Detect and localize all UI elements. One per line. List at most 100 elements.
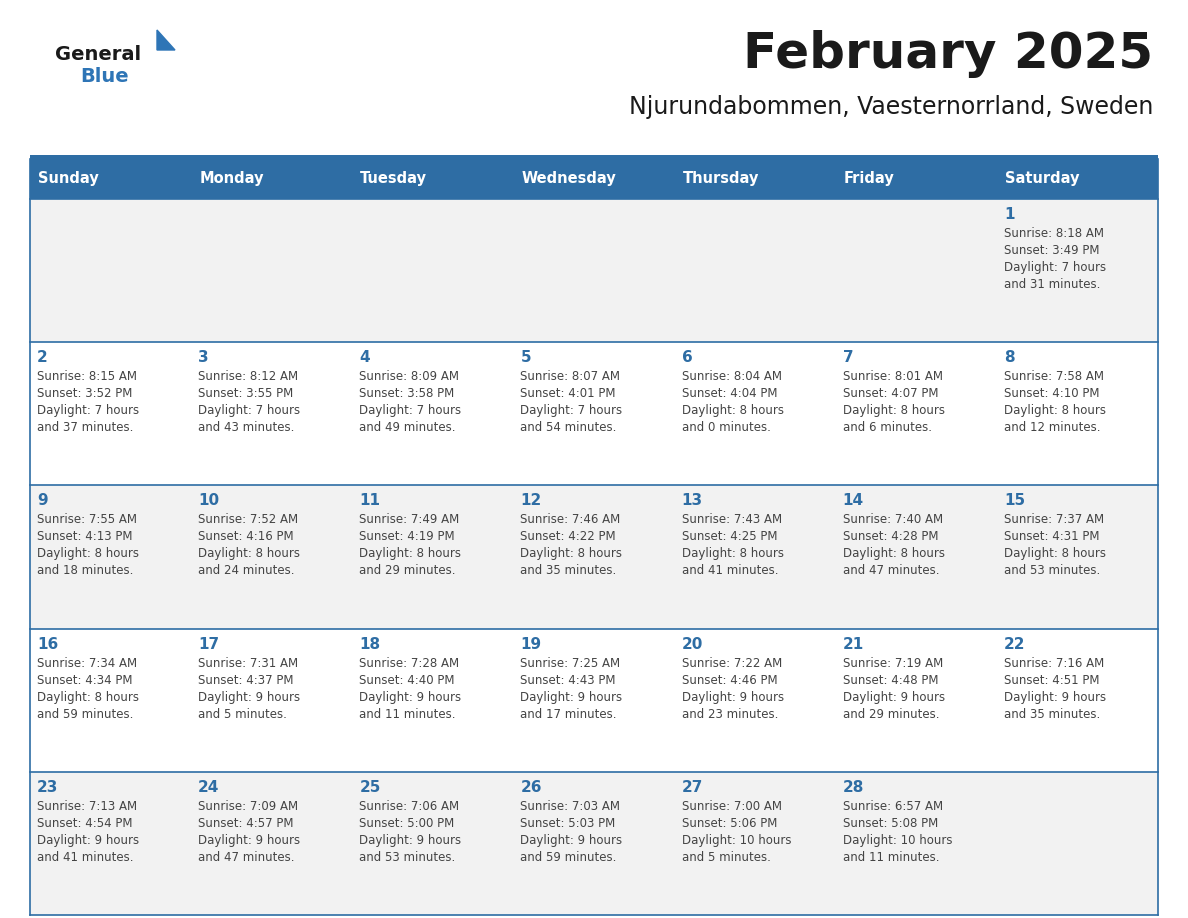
- Text: and 23 minutes.: and 23 minutes.: [682, 708, 778, 721]
- Text: Daylight: 8 hours: Daylight: 8 hours: [1004, 547, 1106, 560]
- Bar: [30, 342, 1158, 486]
- Text: Sunrise: 7:40 AM: Sunrise: 7:40 AM: [842, 513, 943, 526]
- Text: Sunrise: 7:28 AM: Sunrise: 7:28 AM: [359, 656, 460, 669]
- Bar: [30, 159, 1158, 199]
- Text: and 0 minutes.: and 0 minutes.: [682, 421, 771, 434]
- Polygon shape: [157, 30, 175, 50]
- Text: Sunrise: 7:43 AM: Sunrise: 7:43 AM: [682, 513, 782, 526]
- Text: Sunrise: 7:34 AM: Sunrise: 7:34 AM: [37, 656, 137, 669]
- Text: and 17 minutes.: and 17 minutes.: [520, 708, 617, 721]
- Text: 7: 7: [842, 350, 853, 365]
- Text: Daylight: 9 hours: Daylight: 9 hours: [198, 834, 301, 846]
- Text: General: General: [55, 45, 141, 64]
- Text: 10: 10: [198, 493, 220, 509]
- Text: and 47 minutes.: and 47 minutes.: [198, 851, 295, 864]
- Text: and 54 minutes.: and 54 minutes.: [520, 421, 617, 434]
- Text: Sunrise: 7:55 AM: Sunrise: 7:55 AM: [37, 513, 137, 526]
- Text: Sunset: 4:16 PM: Sunset: 4:16 PM: [198, 531, 293, 543]
- Text: Daylight: 8 hours: Daylight: 8 hours: [842, 547, 944, 560]
- Text: and 11 minutes.: and 11 minutes.: [842, 851, 940, 864]
- Text: and 6 minutes.: and 6 minutes.: [842, 421, 931, 434]
- Text: Daylight: 9 hours: Daylight: 9 hours: [520, 834, 623, 846]
- Text: Sunset: 4:37 PM: Sunset: 4:37 PM: [198, 674, 293, 687]
- Text: Sunrise: 7:25 AM: Sunrise: 7:25 AM: [520, 656, 620, 669]
- Text: Thursday: Thursday: [683, 172, 759, 186]
- Text: Sunrise: 7:09 AM: Sunrise: 7:09 AM: [198, 800, 298, 812]
- Text: and 18 minutes.: and 18 minutes.: [37, 565, 133, 577]
- Text: and 41 minutes.: and 41 minutes.: [682, 565, 778, 577]
- Text: Sunset: 4:40 PM: Sunset: 4:40 PM: [359, 674, 455, 687]
- Bar: [30, 629, 1158, 772]
- Text: Daylight: 8 hours: Daylight: 8 hours: [198, 547, 301, 560]
- Text: Daylight: 8 hours: Daylight: 8 hours: [1004, 404, 1106, 417]
- Text: Sunrise: 8:18 AM: Sunrise: 8:18 AM: [1004, 227, 1104, 240]
- Text: Sunrise: 8:04 AM: Sunrise: 8:04 AM: [682, 370, 782, 383]
- Text: Sunset: 5:03 PM: Sunset: 5:03 PM: [520, 817, 615, 830]
- Text: and 53 minutes.: and 53 minutes.: [1004, 565, 1100, 577]
- Text: Sunrise: 7:52 AM: Sunrise: 7:52 AM: [198, 513, 298, 526]
- Text: Sunrise: 7:22 AM: Sunrise: 7:22 AM: [682, 656, 782, 669]
- Text: 3: 3: [198, 350, 209, 365]
- Text: Sunset: 4:54 PM: Sunset: 4:54 PM: [37, 817, 133, 830]
- Text: Sunset: 4:10 PM: Sunset: 4:10 PM: [1004, 387, 1099, 400]
- Text: Sunrise: 8:01 AM: Sunrise: 8:01 AM: [842, 370, 943, 383]
- Text: Sunrise: 7:31 AM: Sunrise: 7:31 AM: [198, 656, 298, 669]
- Text: Sunset: 4:01 PM: Sunset: 4:01 PM: [520, 387, 615, 400]
- Text: and 59 minutes.: and 59 minutes.: [37, 708, 133, 721]
- Text: 20: 20: [682, 636, 703, 652]
- Text: Sunset: 4:13 PM: Sunset: 4:13 PM: [37, 531, 133, 543]
- Text: and 49 minutes.: and 49 minutes.: [359, 421, 456, 434]
- Text: Sunset: 3:52 PM: Sunset: 3:52 PM: [37, 387, 132, 400]
- Text: and 11 minutes.: and 11 minutes.: [359, 708, 456, 721]
- Text: Sunrise: 7:06 AM: Sunrise: 7:06 AM: [359, 800, 460, 812]
- Text: Sunrise: 7:46 AM: Sunrise: 7:46 AM: [520, 513, 620, 526]
- Text: Sunset: 4:28 PM: Sunset: 4:28 PM: [842, 531, 939, 543]
- Text: 1: 1: [1004, 207, 1015, 222]
- Text: 28: 28: [842, 779, 864, 795]
- Text: Daylight: 7 hours: Daylight: 7 hours: [198, 404, 301, 417]
- Text: 5: 5: [520, 350, 531, 365]
- Text: Daylight: 10 hours: Daylight: 10 hours: [842, 834, 953, 846]
- Text: Sunset: 5:00 PM: Sunset: 5:00 PM: [359, 817, 455, 830]
- Text: and 29 minutes.: and 29 minutes.: [359, 565, 456, 577]
- Text: Daylight: 9 hours: Daylight: 9 hours: [682, 690, 784, 703]
- Text: Sunset: 3:55 PM: Sunset: 3:55 PM: [198, 387, 293, 400]
- Text: 12: 12: [520, 493, 542, 509]
- Text: 9: 9: [37, 493, 48, 509]
- Text: 25: 25: [359, 779, 380, 795]
- Text: Daylight: 9 hours: Daylight: 9 hours: [359, 834, 461, 846]
- Text: Njurundabommen, Vaesternorrland, Sweden: Njurundabommen, Vaesternorrland, Sweden: [628, 95, 1154, 119]
- Text: Sunset: 4:31 PM: Sunset: 4:31 PM: [1004, 531, 1099, 543]
- Text: 13: 13: [682, 493, 702, 509]
- Text: Sunrise: 7:03 AM: Sunrise: 7:03 AM: [520, 800, 620, 812]
- Text: and 29 minutes.: and 29 minutes.: [842, 708, 940, 721]
- Text: Sunrise: 7:16 AM: Sunrise: 7:16 AM: [1004, 656, 1104, 669]
- Text: 26: 26: [520, 779, 542, 795]
- Text: and 24 minutes.: and 24 minutes.: [198, 565, 295, 577]
- Text: Daylight: 7 hours: Daylight: 7 hours: [520, 404, 623, 417]
- Text: Daylight: 9 hours: Daylight: 9 hours: [359, 690, 461, 703]
- Text: February 2025: February 2025: [742, 30, 1154, 78]
- Bar: [30, 772, 1158, 915]
- Text: Sunset: 4:22 PM: Sunset: 4:22 PM: [520, 531, 617, 543]
- Text: 15: 15: [1004, 493, 1025, 509]
- Text: 2: 2: [37, 350, 48, 365]
- Text: 21: 21: [842, 636, 864, 652]
- Text: and 47 minutes.: and 47 minutes.: [842, 565, 940, 577]
- Text: Sunset: 4:51 PM: Sunset: 4:51 PM: [1004, 674, 1099, 687]
- Text: Daylight: 8 hours: Daylight: 8 hours: [359, 547, 461, 560]
- Text: Sunrise: 7:19 AM: Sunrise: 7:19 AM: [842, 656, 943, 669]
- Text: Sunset: 5:08 PM: Sunset: 5:08 PM: [842, 817, 939, 830]
- Text: 6: 6: [682, 350, 693, 365]
- Text: and 35 minutes.: and 35 minutes.: [520, 565, 617, 577]
- Text: 24: 24: [198, 779, 220, 795]
- Text: Sunset: 4:46 PM: Sunset: 4:46 PM: [682, 674, 777, 687]
- Text: Daylight: 7 hours: Daylight: 7 hours: [1004, 261, 1106, 274]
- Text: Daylight: 7 hours: Daylight: 7 hours: [37, 404, 139, 417]
- Text: Sunset: 4:04 PM: Sunset: 4:04 PM: [682, 387, 777, 400]
- Text: Monday: Monday: [200, 172, 264, 186]
- Text: Daylight: 9 hours: Daylight: 9 hours: [1004, 690, 1106, 703]
- Text: 11: 11: [359, 493, 380, 509]
- Text: Sunrise: 7:00 AM: Sunrise: 7:00 AM: [682, 800, 782, 812]
- Text: Daylight: 9 hours: Daylight: 9 hours: [198, 690, 301, 703]
